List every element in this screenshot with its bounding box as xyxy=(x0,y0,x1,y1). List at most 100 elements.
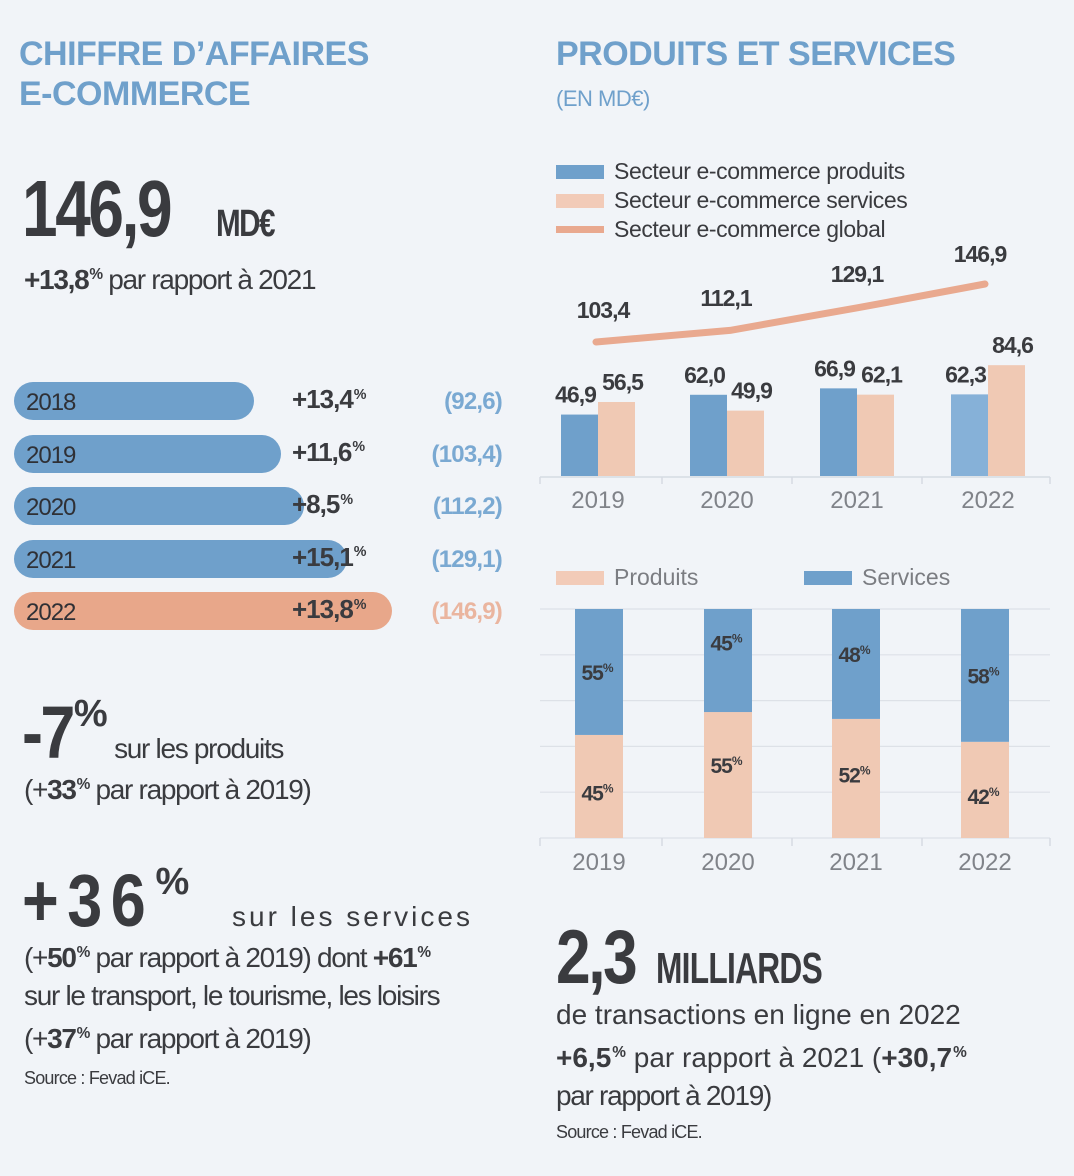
produits-sector-bar xyxy=(561,414,598,476)
revenue-value-label: (92,6) xyxy=(444,388,503,415)
global-sector-value-label: 112,1 xyxy=(700,285,752,311)
revenue-bar-year: 2018 xyxy=(26,389,76,416)
revenue-bar xyxy=(14,539,347,578)
produits-sector-bar xyxy=(951,394,988,476)
services-sector-bar xyxy=(727,410,764,476)
left-source: Source : Fevad iCE. xyxy=(24,1068,171,1088)
revenue-bar-year: 2020 xyxy=(26,494,76,521)
legend-services: Services xyxy=(804,564,950,591)
legend-swatch-blue xyxy=(556,164,604,179)
revenue-row-2022: 2022 +13,8% (146,9) xyxy=(14,592,503,630)
produits-share-segment xyxy=(832,718,880,838)
left-title-line2: E-COMMERCE xyxy=(19,75,251,113)
revenue-value-label: (112,2) xyxy=(432,493,503,520)
services-sector-bar xyxy=(857,394,894,476)
produits-sector-value-label: 62,0 xyxy=(684,362,725,388)
produits-share-segment xyxy=(575,734,623,838)
produits-share-segment xyxy=(961,741,1009,838)
revenue-growth-label: +11,6% xyxy=(292,436,365,467)
grouped-x-tick-label: 2020 xyxy=(700,487,753,514)
headline-unit: MD€ xyxy=(216,203,275,245)
grouped-x-tick-label: 2022 xyxy=(961,487,1014,514)
services-share-segment xyxy=(961,609,1009,742)
revenue-bar-year: 2019 xyxy=(26,441,76,469)
headline-value: 146,9 xyxy=(22,164,173,253)
produits-sector-value-label: 62,3 xyxy=(945,361,986,387)
revenue-value-label: (103,4) xyxy=(431,440,503,468)
services-stat: +36% xyxy=(22,859,190,942)
products-stat-sub: (+33% par rapport à 2019) xyxy=(24,774,312,805)
revenue-row-2018: 2018 +13,4% (92,6) xyxy=(14,382,503,420)
legend-services-sector: Secteur e-commerce services xyxy=(556,187,908,214)
services-share-segment xyxy=(704,609,752,713)
revenue-growth-label: +15,1% xyxy=(292,541,366,572)
services-sector-value-label: 49,9 xyxy=(731,378,772,404)
legend-swatch-services xyxy=(804,570,852,585)
legend-produits-sector: Secteur e-commerce produits xyxy=(556,158,905,185)
headline-change-value: +13,8 xyxy=(24,264,90,295)
revenue-bar-chart: 2018 +13,4% (92,6) 2019 +11,6% (103,4) 2020 +8,… xyxy=(0,0,520,630)
transactions-unit: MILLIARDS xyxy=(656,944,823,993)
stacked-x-tick-label: 2019 xyxy=(572,849,625,876)
produits-share-segment xyxy=(704,712,752,838)
right-title: PRODUITS ET SERVICES xyxy=(556,35,956,73)
products-stat-value: -7 xyxy=(22,691,75,774)
revenue-bar xyxy=(14,434,282,473)
produits-share-label: 42% xyxy=(967,785,999,809)
legend-swatch-line xyxy=(556,226,604,233)
stacked-x-tick-label: 2022 xyxy=(958,849,1011,876)
services-sector-bar xyxy=(598,401,635,476)
products-stat-label: sur les produits xyxy=(114,733,284,764)
services-sector-value-label: 84,6 xyxy=(992,332,1033,358)
services-share-segment xyxy=(832,609,880,719)
revenue-growth-label: +13,4% xyxy=(292,384,366,414)
left-title: CHIFFRE D’AFFAIRES E-COMMERCE xyxy=(19,34,369,114)
transactions-detail: de transactions en ligne en 2022 +6,5% p… xyxy=(556,999,967,1111)
revenue-value-label: (129,1) xyxy=(431,545,503,573)
revenue-bar-year: 2022 xyxy=(26,599,76,626)
products-stat: -7% sur les produits xyxy=(22,691,284,774)
grouped-x-tick-label: 2019 xyxy=(571,487,624,514)
legend-produits: Produits xyxy=(556,564,698,591)
produits-sector-bar xyxy=(820,388,857,476)
headline-change-text: par rapport à 2021 xyxy=(108,264,316,295)
revenue-growth-label: +8,5% xyxy=(292,489,353,519)
revenue-bar xyxy=(14,592,392,630)
produits-sector-value-label: 46,9 xyxy=(555,382,596,408)
revenue-row-2019: 2019 +11,6% (103,4) xyxy=(14,434,503,473)
grouped-x-tick-label: 2021 xyxy=(830,487,883,514)
left-title-line1: CHIFFRE D’AFFAIRES xyxy=(19,35,369,73)
revenue-row-2020: 2020 +8,5% (112,2) xyxy=(14,487,503,525)
legend-global-sector: Secteur e-commerce global xyxy=(556,216,886,243)
stacked-x-tick-label: 2020 xyxy=(701,849,754,876)
services-sector-bar xyxy=(988,365,1025,476)
right-source: Source : Fevad iCE. xyxy=(556,1122,703,1142)
right-subtitle: (EN MD€) xyxy=(556,86,650,111)
headline-change: +13,8% par rapport à 2021 xyxy=(24,264,317,295)
services-stat-detail: (+50% par rapport à 2019) dont +61% sur … xyxy=(24,942,441,1054)
services-stat-value: +36 xyxy=(22,859,155,942)
services-stat-label: sur les services xyxy=(232,901,473,932)
produits-sector-bar xyxy=(690,394,727,476)
produits-sector-value-label: 66,9 xyxy=(814,355,855,381)
transactions-stat: 2,3 MILLIARDS xyxy=(556,914,887,1001)
services-share-segment xyxy=(575,609,623,735)
legend-swatch-salmon xyxy=(556,193,604,208)
revenue-bar xyxy=(14,487,304,525)
headline-revenue: 146,9 MD€ xyxy=(22,163,291,255)
revenue-bar-year: 2021 xyxy=(26,546,76,574)
global-sector-value-label: 146,9 xyxy=(954,241,1007,267)
transactions-value: 2,3 xyxy=(556,915,638,1000)
revenue-row-2021: 2021 +15,1% (129,1) xyxy=(14,539,503,578)
global-sector-line xyxy=(592,280,989,346)
stacked-x-tick-label: 2021 xyxy=(829,849,882,876)
services-sector-value-label: 62,1 xyxy=(861,362,903,388)
revenue-value-label: (146,9) xyxy=(431,598,503,625)
revenue-bar xyxy=(14,382,254,420)
global-sector-value-label: 103,4 xyxy=(577,297,631,323)
global-sector-value-label: 129,1 xyxy=(831,261,885,287)
legend-swatch-produits xyxy=(556,570,604,585)
revenue-growth-label: +13,8% xyxy=(292,594,366,624)
services-sector-value-label: 56,5 xyxy=(602,369,644,395)
